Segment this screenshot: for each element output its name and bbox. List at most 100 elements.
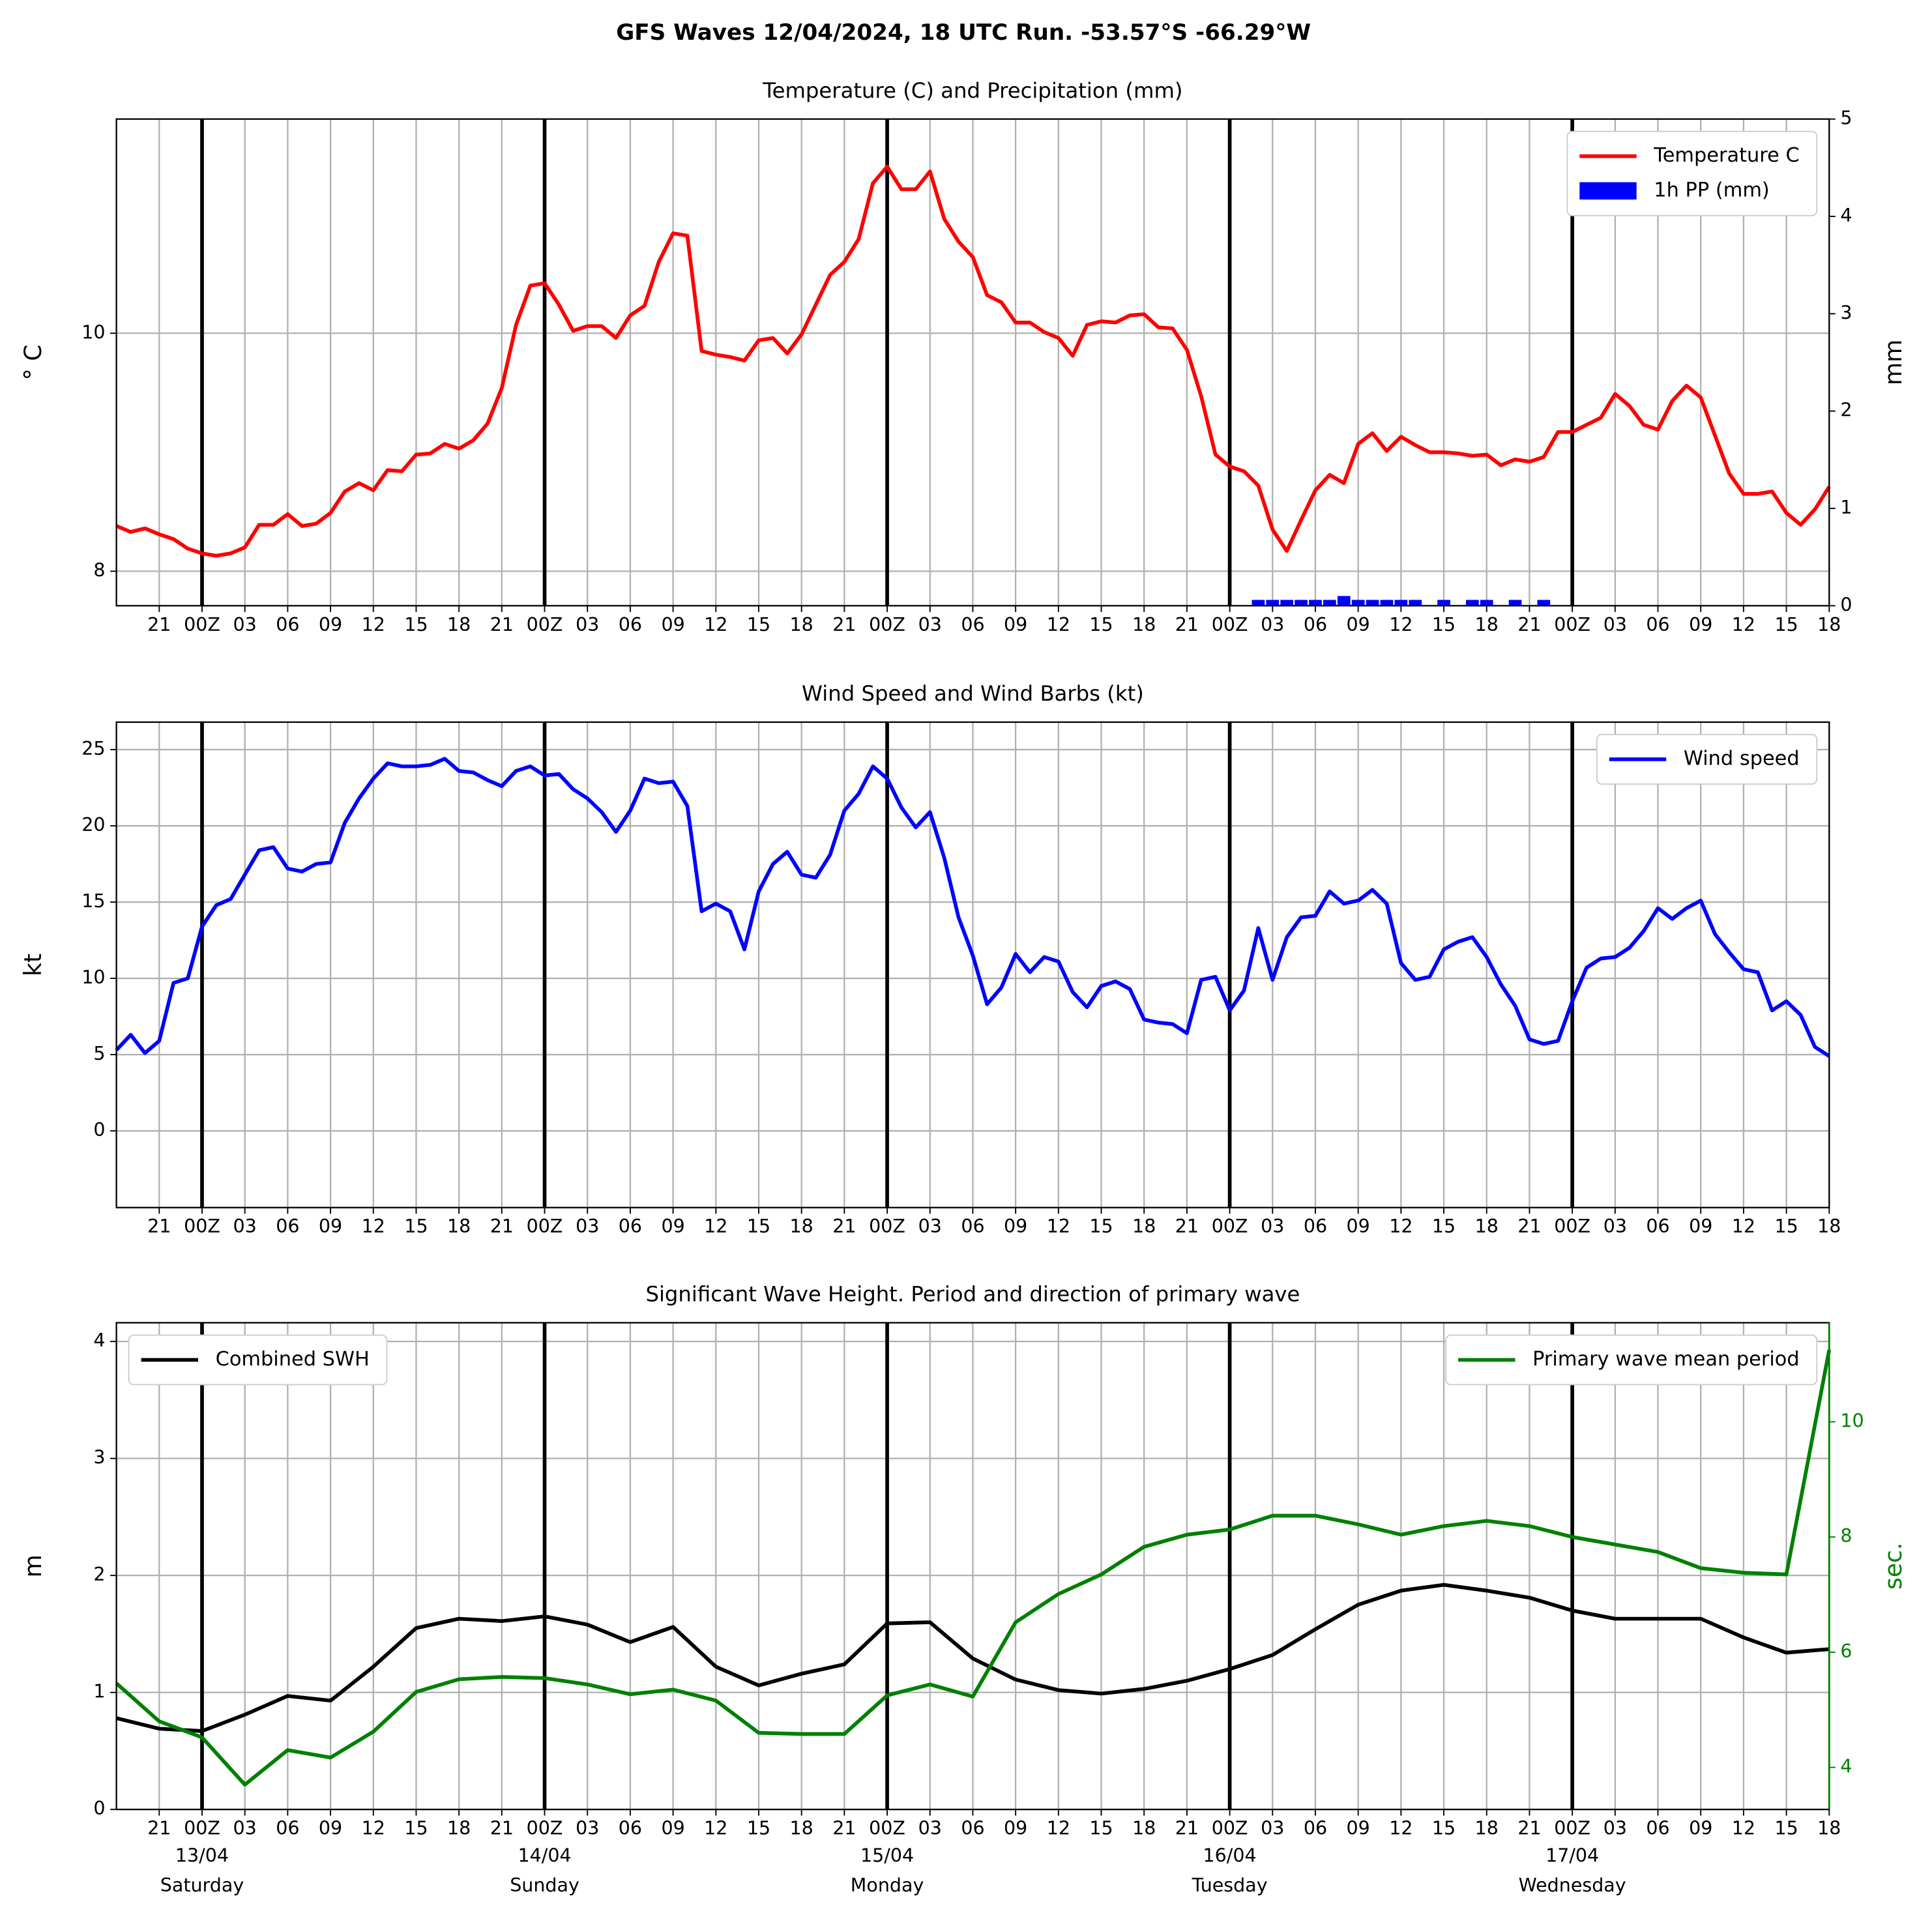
legend-label: 1h PP (mm) [1654,179,1769,201]
weekday-label: Monday [851,1875,924,1896]
x-tick-label: 03 [918,1818,942,1839]
x-tick-label: 15 [1774,1818,1798,1839]
x-tick-label: 18 [790,1216,813,1237]
x-tick-label: 09 [1004,1216,1027,1237]
legend-swatch [1579,182,1637,200]
x-tick-label: 12 [362,614,385,635]
x-tick-label: 03 [1261,1216,1284,1237]
weekday-label: Saturday [160,1875,244,1896]
x-tick-label: 03 [576,1818,599,1839]
x-tick-label: 18 [790,1818,813,1839]
x-tick-label: 09 [1689,1818,1712,1839]
y-tick-label: 1 [93,1681,105,1702]
weekday-label: Sunday [510,1875,579,1896]
y-tick-label: 8 [93,559,105,581]
x-tick-label: 03 [1603,1818,1627,1839]
bar [1266,600,1280,606]
x-tick-label: 03 [918,614,942,635]
bar [1323,600,1336,606]
x-tick-label: 09 [1689,1216,1712,1237]
x-tick-label: 15 [404,614,428,635]
x-tick-label: 09 [319,614,342,635]
bar [1280,600,1294,606]
x-tick-label: 21 [147,1818,171,1839]
y2-tick-label: 6 [1840,1641,1852,1662]
legend-label: Primary wave mean period [1532,1348,1800,1371]
bar [1309,600,1322,606]
x-tick-label: 15 [404,1818,428,1839]
date-label: 16/04 [1203,1845,1257,1866]
x-tick-label: 00Z [1554,1818,1590,1839]
x-tick-label: 15 [1774,614,1798,635]
bar [1394,600,1408,606]
x-tick-label: 09 [1347,614,1370,635]
x-tick-label: 18 [1817,614,1841,635]
chart-title: GFS Waves 12/04/2024, 18 UTC Run. -53.57… [616,20,1311,46]
legend-label: Combined SWH [216,1348,370,1371]
panel-title: Wind Speed and Wind Barbs (kt) [802,681,1144,706]
x-tick-label: 09 [1004,1818,1027,1839]
y-tick-label: 0 [93,1119,105,1141]
x-tick-label: 06 [619,1216,642,1237]
x-tick-label: 00Z [1212,1216,1248,1237]
y2-tick-label: 1 [1840,497,1852,518]
x-tick-label: 21 [1175,1216,1199,1237]
x-tick-label: 12 [704,1216,727,1237]
data-line [115,164,1831,558]
bar [1295,600,1308,606]
date-label: 17/04 [1545,1845,1599,1866]
data-line [115,757,1830,1058]
x-tick-label: 12 [1389,1818,1412,1839]
x-tick-label: 21 [1517,614,1541,635]
x-tick-label: 09 [319,1818,342,1839]
x-tick-label: 00Z [1212,614,1248,635]
x-tick-label: 03 [576,1216,599,1237]
y2-tick-label: 5 [1840,108,1852,129]
x-tick-label: 18 [447,1216,471,1237]
legend-label: Temperature C [1653,144,1799,167]
y2-axis-title: mm [1880,340,1907,385]
x-tick-label: 00Z [527,1818,563,1839]
bar [1409,600,1422,606]
x-tick-label: 12 [1732,1216,1755,1237]
x-tick-label: 18 [1132,1818,1156,1839]
x-tick-label: 18 [1475,614,1499,635]
x-tick-label: 21 [490,1818,514,1839]
x-tick-label: 12 [704,1818,727,1839]
x-tick-label: 03 [576,614,599,635]
x-tick-label: 06 [619,1818,642,1839]
x-tick-label: 12 [704,614,727,635]
x-tick-label: 18 [447,1818,471,1839]
x-tick-label: 03 [1603,1216,1627,1237]
y-tick-label: 2 [93,1564,105,1585]
bar [1251,600,1265,606]
bar [1380,600,1394,606]
x-tick-label: 06 [961,1216,984,1237]
x-tick-label: 00Z [869,614,905,635]
legend: Wind speed [1596,734,1818,785]
x-tick-label: 06 [1646,614,1669,635]
x-tick-label: 15 [404,1216,428,1237]
x-tick-label: 21 [1517,1216,1541,1237]
x-tick-label: 00Z [869,1216,905,1237]
x-tick-label: 15 [1774,1216,1798,1237]
x-tick-label: 21 [1175,614,1199,635]
y-axis-title: ° C [20,345,47,381]
bar [1466,600,1479,606]
legend-box [1445,1334,1818,1386]
y-tick-label: 25 [81,738,105,759]
x-tick-label: 15 [1432,1216,1456,1237]
bar [1480,600,1493,606]
bar [1351,600,1365,606]
x-tick-label: 09 [661,614,684,635]
weekday-label: Tuesday [1192,1875,1268,1896]
date-label: 13/04 [175,1845,229,1866]
x-tick-label: 12 [1732,1818,1755,1839]
x-tick-label: 15 [747,614,770,635]
x-tick-label: 21 [147,614,171,635]
data-line [115,1349,1832,1787]
x-tick-label: 15 [747,1818,770,1839]
x-tick-label: 12 [362,1818,385,1839]
x-tick-label: 06 [961,1818,984,1839]
x-tick-label: 00Z [527,614,563,635]
